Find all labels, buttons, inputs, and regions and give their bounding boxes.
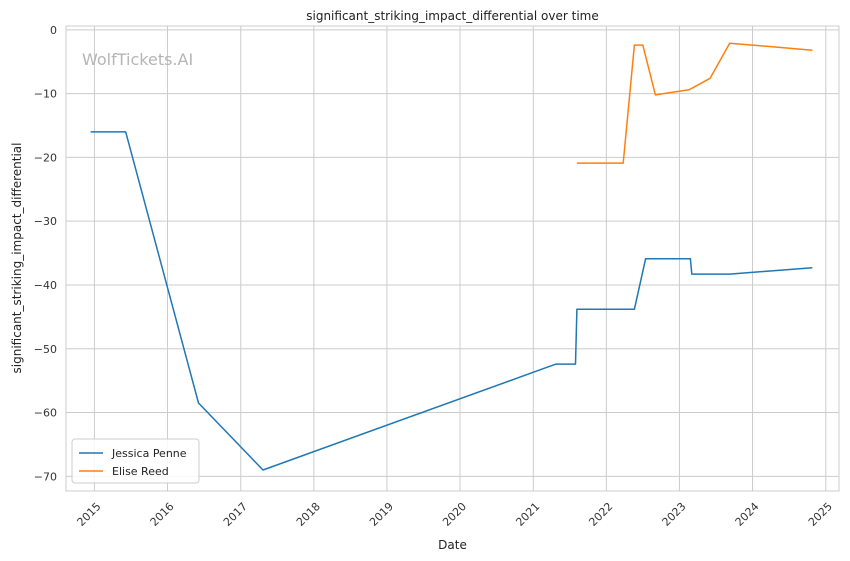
legend-label-elise-reed: Elise Reed (112, 465, 169, 478)
plot-background (66, 26, 839, 491)
y-axis-ticks: 0 −10 −20 −30 −40 −50 −60 −70 (34, 24, 57, 484)
y-tick-label: −30 (34, 215, 57, 228)
x-tick-label: 2022 (586, 500, 615, 529)
y-tick-label: 0 (50, 24, 57, 37)
x-tick-label: 2025 (806, 500, 835, 529)
plot-frame (65, 25, 840, 492)
y-tick-label: −10 (34, 88, 57, 101)
x-tick-label: 2018 (294, 500, 323, 529)
y-axis-title: significant_striking_impact_differential (10, 143, 24, 374)
x-tick-label: 2017 (221, 500, 250, 529)
x-tick-label: 2015 (75, 500, 104, 529)
legend: Jessica Penne Elise Reed (71, 438, 200, 484)
series-layer (90, 42, 813, 471)
series-line-jessica-penne (90, 131, 813, 471)
x-tick-label: 2020 (440, 500, 469, 529)
chart-title: significant_striking_impact_differential… (306, 9, 598, 23)
grid-lines (66, 26, 839, 491)
x-tick-label: 2023 (660, 500, 689, 529)
x-tick-label: 2016 (148, 500, 177, 529)
y-tick-label: −60 (34, 407, 57, 420)
y-tick-label: −40 (34, 279, 57, 292)
y-tick-label: −20 (34, 151, 57, 164)
series-line-elise-reed (576, 42, 813, 164)
x-axis-title: Date (438, 538, 467, 552)
x-tick-label: 2019 (367, 500, 396, 529)
y-tick-label: −70 (34, 470, 57, 483)
x-tick-label: 2024 (733, 500, 762, 529)
legend-label-jessica-penne: Jessica Penne (111, 447, 187, 460)
x-axis-ticks: 2015 2016 2017 2018 2019 2020 2021 2022 2023 2024… (75, 500, 835, 529)
x-tick-label: 2021 (513, 500, 542, 529)
legend-box (71, 438, 200, 484)
y-tick-label: −50 (34, 343, 57, 356)
watermark: WolfTickets.AI (82, 50, 193, 69)
